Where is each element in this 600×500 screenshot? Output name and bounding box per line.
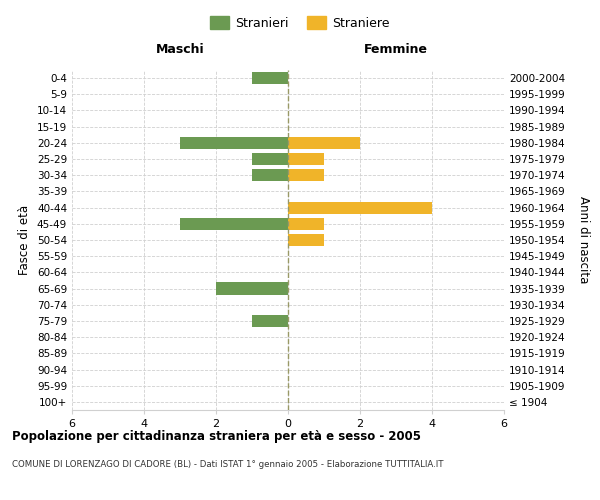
Bar xyxy=(252,169,288,181)
Text: Femmine: Femmine xyxy=(364,44,428,57)
Bar xyxy=(288,234,324,246)
Bar xyxy=(180,137,288,149)
Bar xyxy=(288,218,324,230)
Bar xyxy=(252,315,288,327)
Text: Maschi: Maschi xyxy=(155,44,205,57)
Bar xyxy=(288,153,324,165)
Bar xyxy=(252,153,288,165)
Bar xyxy=(288,202,432,213)
Bar xyxy=(252,72,288,84)
Text: Popolazione per cittadinanza straniera per età e sesso - 2005: Popolazione per cittadinanza straniera p… xyxy=(12,430,421,443)
Bar xyxy=(288,169,324,181)
Bar xyxy=(288,137,360,149)
Y-axis label: Fasce di età: Fasce di età xyxy=(19,205,31,275)
Bar xyxy=(216,282,288,294)
Y-axis label: Anni di nascita: Anni di nascita xyxy=(577,196,590,284)
Legend: Stranieri, Straniere: Stranieri, Straniere xyxy=(205,11,395,35)
Bar xyxy=(180,218,288,230)
Text: COMUNE DI LORENZAGO DI CADORE (BL) - Dati ISTAT 1° gennaio 2005 - Elaborazione T: COMUNE DI LORENZAGO DI CADORE (BL) - Dat… xyxy=(12,460,443,469)
